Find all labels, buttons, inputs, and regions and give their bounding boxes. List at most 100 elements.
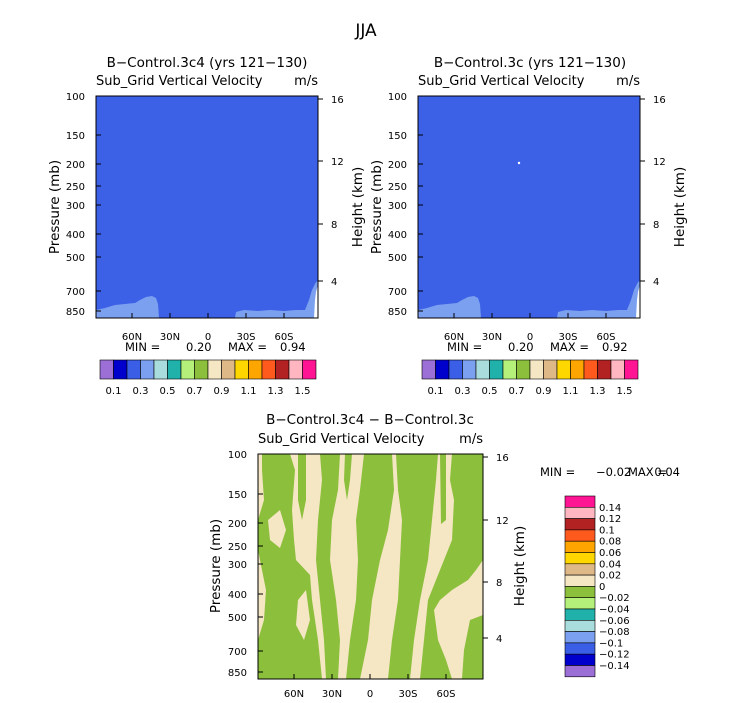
colorbar-label: −0.12 — [599, 650, 630, 661]
panel-1-surface-patch-nh — [96, 296, 159, 318]
panel-1-ytick-label: 300 — [66, 201, 85, 212]
panel-2-title: B−Control.3c (yrs 121−130) — [434, 55, 626, 71]
panel-2-min-value: 0.20 — [508, 340, 534, 354]
colorbar-swatch — [153, 359, 168, 380]
colorbar-swatch — [221, 359, 236, 380]
panel-3-ytick-label: 100 — [228, 450, 247, 461]
panel-2-y2tick-label: 12 — [653, 157, 666, 168]
panel-1-units: m/s — [294, 74, 318, 89]
panel-2-y2tick-label: 8 — [653, 220, 659, 231]
panel-1: B−Control.3c4 (yrs 121−130) Sub_Grid Ver… — [47, 55, 366, 397]
colorbar-swatch — [502, 359, 517, 380]
panel-2-frame — [417, 95, 641, 319]
colorbar-label: 0 — [599, 582, 605, 593]
panel-2-xtick-label: 30S — [558, 332, 577, 343]
colorbar-swatch — [99, 359, 114, 380]
colorbar-label: 0.1 — [106, 386, 122, 397]
panel-3-ytick-marks — [258, 453, 263, 673]
colorbar-label: 0.1 — [599, 525, 615, 536]
panel-2-subtitle: Sub_Grid Vertical Velocity — [418, 74, 585, 89]
panel-3-ytick-label: 700 — [228, 647, 247, 658]
panel-2-ytick-label: 700 — [388, 287, 407, 298]
panel-3-field-positive-spot — [296, 590, 310, 640]
panel-2-xtick-label: 30N — [482, 332, 502, 343]
colorbar-swatch — [597, 359, 612, 380]
colorbar-swatch — [140, 359, 155, 380]
panel-1-y2tick-label: 8 — [331, 220, 337, 231]
panel-3-field-negative-region — [298, 454, 306, 520]
panel-2-ytick-label: 250 — [388, 182, 407, 193]
panel-1-xtick-label: 60S — [274, 332, 293, 343]
panel-2-plot-area — [417, 95, 641, 319]
colorbar-label: 0.12 — [599, 514, 621, 525]
panel-3-field-negative-region — [462, 615, 483, 679]
colorbar-swatch — [126, 359, 141, 380]
colorbar-swatch — [516, 359, 531, 380]
panel-3-stats: MIN = −0.02 MAX = 0.04 — [540, 465, 680, 479]
colorbar-label: 1.1 — [241, 386, 257, 397]
panel-1-xtick-marks — [131, 313, 285, 318]
panel-3-field-negative-region — [440, 454, 446, 524]
colorbar-swatch — [207, 359, 222, 380]
colorbar-label: 0.7 — [509, 386, 525, 397]
colorbar-swatch — [624, 359, 639, 380]
panel-1-xtick-label: 30S — [236, 332, 255, 343]
colorbar-label: 0.5 — [482, 386, 498, 397]
colorbar-label: 0.1 — [428, 386, 444, 397]
colorbar-label: 0.02 — [599, 571, 621, 582]
colorbar-label: 0.9 — [536, 386, 552, 397]
colorbar-swatch — [564, 619, 596, 632]
panel-1-surface-patch-sh — [235, 281, 318, 318]
panel-1-y2tick-label: 4 — [331, 277, 337, 288]
colorbar-swatch — [261, 359, 276, 380]
panel-1-xtick-label: 60N — [122, 332, 142, 343]
panel-1-ytick-label: 700 — [66, 287, 85, 298]
panel-3-min-value: −0.02 — [596, 465, 631, 479]
colorbar-swatch — [564, 518, 596, 531]
colorbar-label: 1.3 — [590, 386, 606, 397]
colorbar-swatch — [564, 642, 596, 655]
panel-1-stats: MIN = 0.20 MAX = 0.94 — [125, 340, 306, 354]
panel-1-ytick-label: 150 — [66, 131, 85, 142]
panel-3-field-negative-region — [316, 454, 340, 679]
panel-2-ytick-label: 500 — [388, 253, 407, 264]
colorbar-swatch — [564, 586, 596, 599]
colorbar-swatch — [113, 359, 128, 380]
colorbar-swatch — [564, 574, 596, 587]
panel-1-x-ticks: 60N 30N 0 30S 60S — [122, 313, 294, 343]
colorbar-swatch — [248, 359, 263, 380]
colorbar-label: 0.3 — [455, 386, 471, 397]
panel-2-y-ticks: 100 150 200 250 300 400 500 700 850 — [388, 92, 423, 318]
panel-1-y2-label: Height (km) — [350, 167, 366, 247]
panel-3-field-negative-region — [344, 454, 352, 500]
panel-3-xtick-label: 0 — [367, 689, 373, 700]
panel-1-xtick-label: 30N — [160, 332, 180, 343]
colorbar-swatch — [302, 359, 317, 380]
colorbar-label: −0.06 — [599, 616, 630, 627]
colorbar-label: 1.3 — [268, 386, 284, 397]
panel-3-y-label: Pressure (mb) — [208, 519, 224, 613]
colorbar-label: 1.5 — [617, 386, 633, 397]
colorbar-label: −0.08 — [599, 627, 630, 638]
colorbar-label: 0.08 — [599, 537, 621, 548]
panel-2-surface-patch-edge — [636, 285, 640, 318]
panel-3-y2tick-label: 16 — [496, 453, 509, 464]
colorbar-swatch — [435, 359, 450, 380]
panel-2-ytick-label: 850 — [388, 307, 407, 318]
panel-1-max-label: MAX = — [228, 340, 267, 354]
panel-2-field — [418, 96, 640, 318]
panel-3-ytick-label: 500 — [228, 613, 247, 624]
panel-3-y2tick-label: 12 — [496, 516, 509, 527]
panel-1-xtick-label: 0 — [205, 332, 211, 343]
panel-1-ytick-label: 200 — [66, 160, 85, 171]
panel-2-xtick-marks — [453, 313, 607, 318]
colorbar-swatch — [448, 359, 463, 380]
panel-3-ytick-label: 250 — [228, 542, 247, 553]
panel-1-ytick-label: 400 — [66, 230, 85, 241]
panel-1-y2tick-marks — [318, 98, 323, 282]
panel-3-subtitle: Sub_Grid Vertical Velocity — [258, 432, 425, 447]
panel-2-xtick-label: 0 — [527, 332, 533, 343]
colorbar-swatch — [288, 359, 303, 380]
panel-3-field-negative-region — [420, 454, 483, 679]
panel-1-field — [96, 96, 318, 318]
